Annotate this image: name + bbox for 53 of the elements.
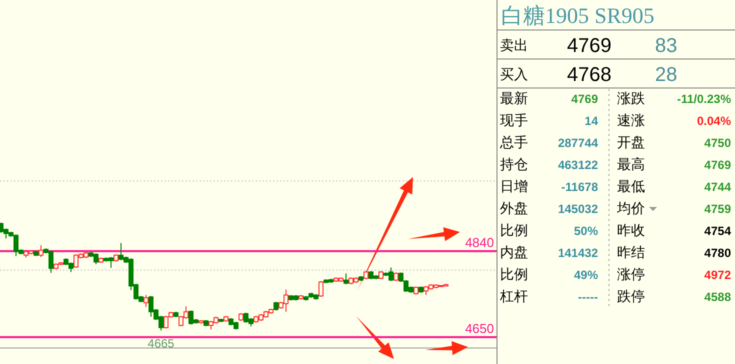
text: 杠杆	[499, 288, 528, 304]
ref-line-label: 4650	[465, 321, 494, 336]
text: 49%	[574, 268, 598, 282]
text: 跌停	[617, 288, 645, 304]
text: -----	[578, 290, 598, 304]
text: 比例	[500, 222, 528, 238]
text: 4769	[704, 158, 732, 172]
annotation: 4665	[148, 336, 175, 350]
text: 现手	[500, 112, 528, 128]
text: 比例	[500, 266, 528, 282]
text: 卖出	[500, 37, 528, 53]
text: 4780	[704, 246, 732, 260]
text: 均价	[616, 200, 645, 216]
text: 涨停	[617, 266, 645, 282]
text: 4754	[704, 224, 732, 238]
candlestick	[318, 280, 324, 298]
candlestick	[144, 294, 148, 308]
text: 昨结	[617, 244, 645, 260]
ref-line-label: 4840	[465, 235, 494, 250]
text: 涨跌	[617, 90, 645, 106]
text: 最新	[500, 90, 528, 106]
text: 141432	[558, 246, 598, 260]
text: 内盘	[500, 244, 528, 260]
text: 昨收	[617, 222, 645, 238]
text: -11678	[561, 180, 598, 194]
text: 83	[655, 35, 678, 57]
text: 最高	[617, 156, 645, 172]
text: 4972	[704, 268, 732, 282]
text: 总手	[499, 134, 528, 150]
text: 买入	[500, 66, 528, 82]
candlestick	[38, 244, 44, 258]
text: 4769	[571, 92, 598, 106]
text: 0.04%	[696, 114, 732, 128]
text: 4744	[704, 180, 732, 194]
text: 外盘	[500, 200, 528, 216]
text: 145032	[558, 202, 598, 216]
text: 463122	[558, 158, 598, 172]
text: 28	[655, 64, 678, 86]
text: 4750	[704, 136, 732, 150]
text: 287744	[558, 136, 598, 150]
text: 14	[584, 114, 598, 128]
text: 50%	[574, 224, 598, 238]
text: 最低	[617, 178, 645, 194]
text: 日增	[500, 178, 528, 194]
text: 4588	[704, 290, 732, 304]
text: 4769	[567, 35, 612, 57]
text: 4759	[704, 202, 732, 216]
text: 4768	[567, 64, 612, 86]
text: 白糖1905 SR905	[501, 3, 654, 28]
text: 持仓	[500, 156, 528, 172]
text: -11/0.23%	[676, 92, 732, 106]
text: 速涨	[617, 112, 645, 128]
text: 开盘	[617, 134, 645, 150]
